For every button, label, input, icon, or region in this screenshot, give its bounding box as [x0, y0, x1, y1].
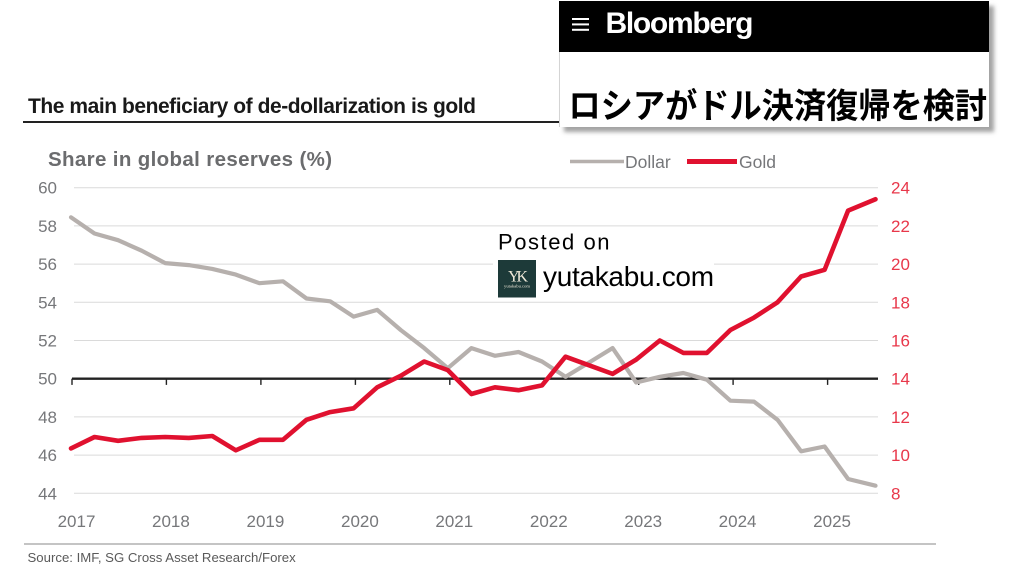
svg-text:2021: 2021 [435, 512, 473, 531]
svg-text:52: 52 [38, 332, 57, 351]
svg-text:18: 18 [891, 293, 910, 312]
svg-text:Source: IMF, SG Cross Asset Re: Source: IMF, SG Cross Asset Research/For… [28, 550, 297, 565]
svg-text:50: 50 [38, 370, 57, 389]
svg-text:2023: 2023 [624, 512, 662, 531]
svg-text:10: 10 [891, 446, 910, 465]
svg-text:yutakabu.com: yutakabu.com [543, 261, 714, 292]
svg-text:44: 44 [38, 484, 57, 503]
svg-text:Gold: Gold [739, 152, 776, 172]
svg-text:54: 54 [38, 293, 57, 312]
svg-text:12: 12 [891, 408, 910, 427]
svg-text:2022: 2022 [530, 512, 568, 531]
svg-text:2018: 2018 [152, 512, 190, 531]
svg-text:14: 14 [891, 370, 910, 389]
svg-text:60: 60 [38, 179, 57, 198]
svg-text:22: 22 [891, 217, 910, 236]
svg-text:56: 56 [38, 255, 57, 274]
svg-text:Posted on: Posted on [498, 230, 611, 255]
svg-text:yutakabu.com: yutakabu.com [504, 284, 530, 289]
svg-text:Dollar: Dollar [625, 152, 671, 172]
svg-text:Share in global reserves (%): Share in global reserves (%) [48, 148, 332, 171]
svg-text:2024: 2024 [719, 512, 757, 531]
svg-text:2020: 2020 [341, 512, 379, 531]
svg-text:24: 24 [891, 179, 910, 198]
svg-text:2025: 2025 [813, 512, 851, 531]
svg-text:16: 16 [891, 332, 910, 351]
svg-text:8: 8 [891, 484, 900, 503]
svg-text:2019: 2019 [246, 512, 284, 531]
svg-text:20: 20 [891, 255, 910, 274]
svg-text:58: 58 [38, 217, 57, 236]
svg-text:2017: 2017 [58, 512, 96, 531]
svg-text:48: 48 [38, 408, 57, 427]
svg-text:46: 46 [38, 446, 57, 465]
